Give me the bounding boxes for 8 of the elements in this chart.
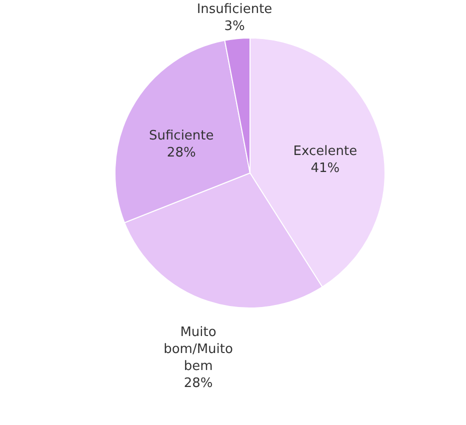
slice-label: Suficiente bbox=[148, 128, 214, 144]
slice-label: Muito bom/Muito bem bbox=[164, 325, 233, 374]
data-label: 3% bbox=[224, 19, 245, 34]
data-label: 28% bbox=[166, 145, 196, 160]
data-label: 41% bbox=[310, 161, 340, 176]
data-label: 28% bbox=[184, 376, 213, 392]
slice-label: Insuficiente bbox=[196, 2, 272, 18]
slice-label: Excelente bbox=[293, 144, 358, 160]
